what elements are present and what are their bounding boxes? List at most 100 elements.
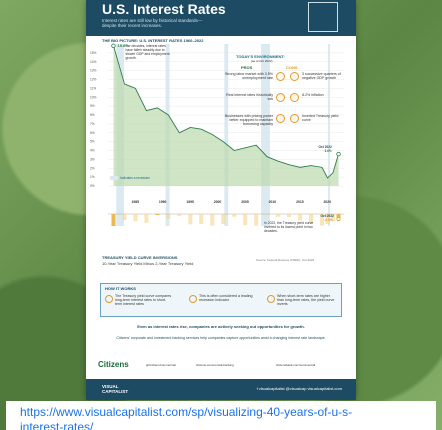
inversion-bar-5 [155, 214, 160, 215]
peak-marker [111, 43, 116, 48]
y-tick-label-5: 11% [90, 86, 96, 90]
section2-subtitle: 10-Year Treasury Yield Minus 2-Year Trea… [102, 261, 194, 266]
page-title: U.S. Interest Rates [102, 1, 226, 17]
big-picture-heading: THE BIG PICTURE: U.S. INTEREST RATES 196… [102, 38, 204, 43]
cta-headline: Even as interest rates rise, companies a… [137, 324, 305, 329]
x-tick-label-4: 2000 [214, 200, 222, 204]
y-tick-label-16: 0% [90, 184, 95, 188]
footer-social-links: f visualcapitalist @visualcap visualcapi… [256, 386, 342, 391]
url-caption: https://www.visualcapitalist.com/sp/visu… [6, 401, 436, 430]
social-handle-2: citizens-commercial-banking [196, 363, 234, 367]
how-it-works-box: HOW IT WORKS The Treasury yield curve co… [100, 283, 342, 317]
insight-pro-2: Real interest rates historically low [226, 93, 273, 102]
infographic-card: U.S. Interest Rates Interest rates are s… [86, 0, 356, 400]
inversion-bar-20 [320, 214, 325, 226]
inversion-bar-11 [221, 214, 226, 224]
inversion-bar-13 [243, 214, 248, 226]
inversion-bar-7 [177, 214, 182, 216]
inversion-bar-17 [287, 214, 292, 218]
inversion-bar-16 [276, 214, 281, 217]
y-tick-label-2: 14% [90, 60, 97, 64]
insight-icon-con-2 [290, 93, 299, 102]
indicator-icon [189, 295, 197, 303]
how-it-works-title: HOW IT WORKS [105, 286, 136, 291]
y-tick-label-7: 9% [90, 104, 95, 108]
insight-pro-1: Strong labor market with 3.5% unemployme… [224, 72, 273, 81]
inversion-note-box: In 2022, the Treasury yield curve invert… [264, 221, 313, 233]
logo-line-2: CAPITALIST [102, 389, 129, 394]
insight-icon-pro-3 [276, 114, 285, 123]
how-item-1: The Treasury yield curve compares long-t… [115, 294, 172, 307]
x-tick-label-7: 2015 [296, 200, 304, 204]
rate-line [113, 45, 339, 179]
inversion-bar-22 [331, 214, 336, 222]
visual-capitalist-logo: VISUAL CAPITALIST [102, 384, 128, 394]
recession-band-5 [328, 44, 331, 226]
insight-pro-3: Businesses with pricing power better equ… [224, 114, 273, 127]
y-tick-label-9: 7% [90, 122, 95, 126]
inversion-bar-19 [309, 214, 314, 224]
y-tick-label-10: 6% [90, 131, 95, 135]
inversion-bar-3 [133, 214, 138, 222]
inversion-bar-4 [144, 214, 149, 223]
page-subtitle: Interest rates are still low by historic… [102, 18, 203, 28]
inversion-bar-15 [265, 214, 270, 216]
x-tick-label-5: 2005 [241, 200, 249, 204]
citizens-logo: Citizens [98, 360, 129, 369]
logo-line-1: VISUAL [102, 384, 119, 389]
today-env-heading: TODAY'S ENVIRONMENT: [236, 54, 285, 59]
source-link-line2[interactable]: interest-rates/ [20, 420, 94, 430]
rate-area [113, 45, 339, 187]
source-link[interactable]: https://www.visualcapitalist.com/sp/visu… [20, 405, 353, 419]
insight-con-1: 3 successive quarters of negative GDP gr… [302, 72, 341, 81]
inversion-value-label: -0.5% [325, 218, 333, 222]
infographic-header: U.S. Interest Rates Interest rates are s… [86, 0, 356, 36]
inversion-bar-21 [325, 214, 330, 224]
inversion-marker [336, 217, 341, 221]
insight-icon-pro-1 [276, 72, 285, 81]
inversion-bar-18 [298, 214, 303, 221]
inversion-bar-6 [166, 214, 171, 219]
y-tick-label-6: 10% [90, 95, 97, 99]
insight-con-3: Inverted Treasury yield curve [302, 114, 339, 123]
latest-value-label: 3.6% [325, 149, 332, 153]
peak-note: For decades, interest rates have fallen … [125, 43, 170, 60]
x-tick-label-2: 1990 [159, 200, 167, 204]
x-tick-label-3: 1995 [186, 200, 194, 204]
y-tick-label-12: 4% [90, 149, 95, 153]
insight-icon-con-3 [290, 114, 299, 123]
peak-label: 15.8% [117, 43, 129, 48]
recession-legend-swatch [110, 176, 118, 180]
inversion-bar-12 [232, 214, 237, 217]
cons-label: CONS [286, 65, 298, 70]
recession-band-3 [224, 44, 229, 226]
recession-band-4 [261, 44, 270, 226]
source-note: Source: Federal Reserve (FRED), Oct 2022 [256, 258, 315, 262]
y-tick-label-15: 1% [90, 175, 95, 179]
how-item-3: When short-term rates are higher than lo… [277, 294, 335, 307]
y-tick-label-1: 15% [90, 51, 97, 55]
inversion-date-label: Oct 2022 [321, 214, 335, 218]
y-tick-label-8: 8% [90, 113, 95, 117]
inversion-bar-10 [210, 214, 215, 226]
y-tick-label-11: 5% [90, 140, 95, 144]
x-tick-label-6: 2010 [269, 200, 277, 204]
x-tick-label-8: 2020 [324, 200, 332, 204]
citizens-row: Citizens @CitizensCommercial citizens-co… [86, 359, 356, 373]
section2-title: TREASURY YIELD CURVE INVERSIONS [102, 255, 178, 260]
inversion-bar-23 [336, 214, 341, 219]
social-handle-3: citizensbank.com/commercial [276, 363, 316, 367]
insight-icon-pro-2 [276, 93, 285, 102]
curve-icon [105, 295, 113, 303]
y-tick-label-14: 2% [90, 166, 95, 170]
recession-legend-label: Indicates a recession [120, 176, 150, 180]
inversion-bar-8 [188, 214, 193, 225]
y-tick-label-4: 12% [90, 78, 97, 82]
inversion-icon [267, 295, 275, 303]
insight-icon-con-1 [290, 72, 299, 81]
inversion-bar-2 [122, 214, 127, 220]
latest-date-label: Oct 2022 [319, 145, 333, 149]
cta-body: Citizens' corporate and investment banki… [116, 336, 326, 340]
inversion-bar-14 [254, 214, 259, 226]
y-tick-label-13: 3% [90, 157, 95, 161]
